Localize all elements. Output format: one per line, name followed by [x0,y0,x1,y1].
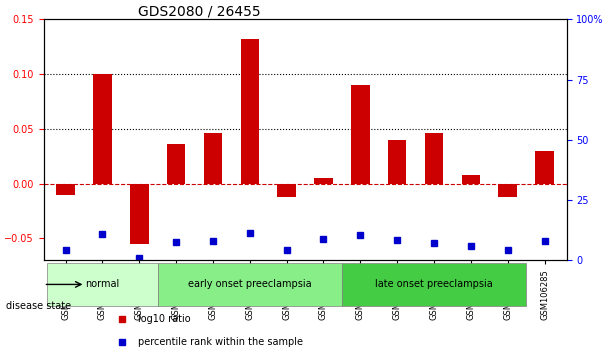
Bar [351,85,370,184]
FancyBboxPatch shape [47,263,157,306]
Bar [388,140,406,184]
Text: GDS2080 / 26455: GDS2080 / 26455 [137,4,260,18]
FancyBboxPatch shape [157,263,342,306]
Bar [277,184,296,197]
Bar [499,184,517,197]
Text: early onset preeclampsia: early onset preeclampsia [188,279,312,290]
Bar [461,175,480,184]
Bar [314,178,333,184]
Text: normal: normal [85,279,120,290]
Text: late onset preeclampsia: late onset preeclampsia [375,279,493,290]
Bar [93,74,112,184]
Bar [57,184,75,195]
Bar [130,184,148,244]
Bar [241,39,259,184]
Bar [204,133,222,184]
Bar [425,133,443,184]
Text: log10 ratio: log10 ratio [137,314,190,324]
Bar [167,144,185,184]
FancyBboxPatch shape [342,263,526,306]
Bar [535,151,554,184]
Text: percentile rank within the sample: percentile rank within the sample [137,337,303,347]
Text: disease state: disease state [6,301,71,311]
